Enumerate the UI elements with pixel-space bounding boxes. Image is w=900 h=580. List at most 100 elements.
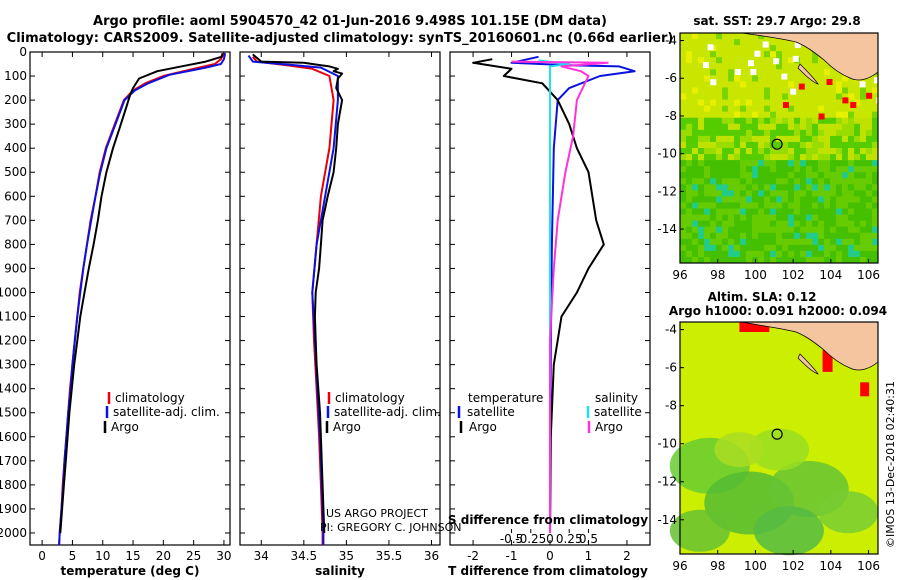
sst-cell <box>758 117 765 125</box>
sst-cell <box>794 202 801 210</box>
depth-tick-label: 1200 <box>0 334 27 348</box>
sst-cell <box>698 190 705 197</box>
sst-cell <box>728 226 735 234</box>
sst-cell <box>830 154 837 161</box>
sst-cell <box>752 75 759 82</box>
sst-cell <box>710 154 717 161</box>
sst-cell <box>740 69 747 76</box>
sst-cell <box>728 220 735 228</box>
sst-cell <box>704 226 711 234</box>
sst-cell <box>872 238 879 246</box>
sst-cell <box>854 202 861 210</box>
sst-cell <box>812 117 819 125</box>
sst-cell <box>830 172 837 179</box>
sst-cell <box>710 220 717 228</box>
sst-cell <box>830 166 837 173</box>
sst-cell <box>782 214 789 222</box>
sst-cell <box>728 141 735 149</box>
sst-cell <box>824 190 831 197</box>
sst-cell <box>824 63 831 70</box>
sst-cell <box>866 129 873 137</box>
sst-cell <box>782 63 789 70</box>
sst-cell <box>776 154 783 161</box>
sst-cell <box>830 81 837 88</box>
sst-cell <box>758 166 765 173</box>
sst-cell <box>860 148 867 155</box>
sst-cell <box>836 99 843 107</box>
sst-cell <box>770 99 777 107</box>
sst-cell <box>788 154 795 161</box>
sst-cell <box>704 45 711 52</box>
sst-cell <box>704 154 711 161</box>
sst-cell <box>812 172 819 179</box>
sst-cell <box>704 93 711 101</box>
sst-cell <box>800 232 807 240</box>
sst-cell <box>776 160 783 167</box>
sst-cell <box>716 123 723 131</box>
sst-cell <box>698 75 705 82</box>
sst-cell <box>734 250 741 258</box>
legend-argo: Argo <box>111 420 139 434</box>
sst-cell <box>830 196 837 203</box>
salinity-diff-tick-label: 0.25 <box>556 532 583 546</box>
sla-high-cell <box>860 382 870 397</box>
sst-cell <box>824 244 831 252</box>
sst-cell <box>812 160 819 167</box>
sst-cell <box>752 238 759 246</box>
sst-cell <box>800 202 807 210</box>
sst-cell <box>824 87 831 95</box>
sst-cell <box>866 81 873 88</box>
sst-cell <box>740 57 747 64</box>
sst-cell <box>758 244 765 252</box>
sst-cell <box>746 129 753 137</box>
sst-missing-cell <box>707 44 714 51</box>
sst-cell <box>728 154 735 161</box>
sst-cell <box>842 208 849 216</box>
sst-cell <box>740 220 747 228</box>
map-lat-label: -10 <box>657 147 677 161</box>
sst-cell <box>752 214 759 222</box>
sst-cell <box>764 244 771 252</box>
sst-cell <box>722 196 729 203</box>
sst-cell <box>776 63 783 70</box>
sla-map-frame <box>679 321 879 555</box>
sst-cell <box>692 51 699 58</box>
sst-cell <box>854 220 861 228</box>
sst-cell <box>872 214 879 222</box>
sst-cell <box>806 87 813 95</box>
sst-cell <box>722 244 729 252</box>
sst-missing-cell <box>873 77 880 84</box>
sst-cell <box>872 148 879 155</box>
sst-cell <box>686 51 693 58</box>
sst-cell <box>776 81 783 88</box>
sst-cell <box>758 45 765 52</box>
sst-cell <box>752 123 759 131</box>
sst-cell <box>716 202 723 210</box>
sst-cell <box>812 93 819 101</box>
sst-missing-cell <box>754 50 761 57</box>
differences-xtick-label: -1 <box>506 549 518 563</box>
sst-cell <box>824 123 831 131</box>
sst-cell <box>824 250 831 258</box>
sst-cell <box>734 51 741 58</box>
sst-cell <box>752 190 759 197</box>
sst-cell <box>740 99 747 107</box>
sst-cell <box>770 87 777 95</box>
sst-cell <box>758 148 765 155</box>
sst-cell <box>860 111 867 119</box>
sst-cell <box>872 154 879 161</box>
sst-cell <box>848 160 855 167</box>
sst-cell <box>782 166 789 173</box>
sst-cell <box>866 154 873 161</box>
sst-cell <box>752 154 759 161</box>
sst-missing-cell <box>703 62 710 69</box>
sst-cell <box>866 75 873 82</box>
sst-cell <box>740 81 747 88</box>
sst-cell <box>746 244 753 252</box>
sst-cell <box>722 172 729 179</box>
sst-cell <box>860 123 867 131</box>
sst-cell <box>734 129 741 137</box>
sst-cell <box>842 178 849 185</box>
sst-cell <box>764 99 771 107</box>
sst-cell <box>770 208 777 216</box>
